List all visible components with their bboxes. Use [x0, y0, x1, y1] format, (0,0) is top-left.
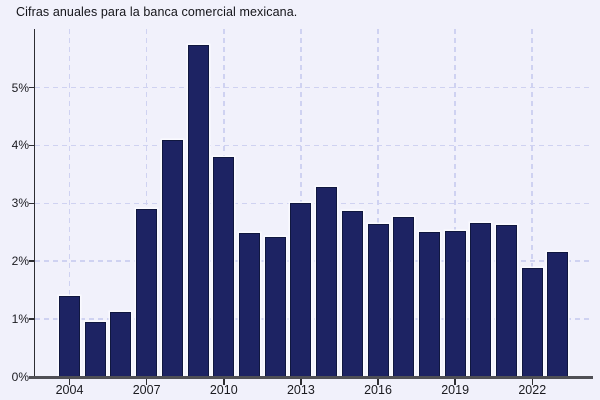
bar-2018: [418, 232, 440, 377]
x-axis-tick-2022: [531, 378, 534, 385]
y-axis-label-4pct: 4%: [11, 138, 29, 153]
bar-2007: [136, 209, 158, 377]
bar-2005: [84, 321, 106, 377]
bar-2021: [496, 225, 518, 377]
y-gridline-5pct: [34, 86, 593, 89]
y-axis-tick-5pct: [28, 86, 35, 89]
bar-2011: [238, 233, 260, 377]
y-axis-label-0pct: 0%: [11, 370, 29, 384]
bar-2008: [161, 139, 183, 377]
x-axis-label-2004: 2004: [55, 383, 84, 397]
x-axis-label-2022: 2022: [518, 383, 547, 397]
x-axis-tick-2016: [377, 378, 379, 385]
bar-2010: [213, 156, 235, 377]
y-gridline-2pct: [34, 260, 593, 262]
bar-2012: [264, 237, 286, 377]
bar-2017: [393, 217, 415, 377]
x-axis-label-2010: 2010: [209, 383, 238, 397]
x-axis-tick-2010: [223, 378, 225, 385]
bar-2009: [187, 45, 209, 377]
x-axis-label-2016: 2016: [364, 383, 392, 397]
y-axis-tick-1pct: [28, 318, 35, 320]
x-axis-tick-2019: [454, 378, 456, 385]
bar-2016: [367, 223, 389, 377]
bar-2004: [59, 295, 80, 377]
x-gridline-2019: [454, 29, 456, 377]
x-axis-tick-2007: [145, 378, 148, 385]
x-axis: [28, 376, 593, 379]
y-axis-label-3pct: 3%: [11, 196, 29, 211]
y-gridline-3pct: [34, 202, 593, 205]
x-gridline-2016: [377, 29, 379, 377]
y-axis-tick-4pct: [28, 144, 35, 147]
y-gridline-4pct: [34, 144, 593, 147]
x-axis-label-2007: 2007: [132, 383, 161, 397]
y-axis: [33, 29, 36, 377]
bar-2006: [110, 311, 132, 377]
y-axis-tick-2pct: [28, 260, 35, 262]
bar-2022: [521, 268, 543, 377]
x-gridline-2007: [145, 29, 148, 377]
y-axis-tick-3pct: [28, 202, 35, 205]
bar-2023: [547, 251, 569, 377]
bar-2015: [341, 211, 363, 377]
y-axis-label-1pct: 1%: [11, 312, 29, 327]
x-gridline-2004: [68, 29, 71, 377]
bar-2020: [470, 222, 492, 377]
bar-2019: [444, 230, 466, 377]
x-axis-label-2019: 2019: [441, 383, 470, 397]
x-axis-label-2013: 2013: [286, 383, 315, 397]
y-axis-label-2pct: 2%: [11, 254, 29, 269]
bar-2013: [290, 202, 312, 377]
x-gridline-2022: [531, 29, 534, 377]
bar-2014: [316, 187, 338, 377]
x-axis-tick-2004: [68, 378, 71, 385]
x-axis-tick-2013: [300, 378, 302, 385]
y-gridline-1pct: [34, 318, 593, 320]
y-axis-label-5pct: 5%: [11, 80, 29, 95]
chart-title: Cifras anuales para la banca comercial m…: [16, 5, 298, 19]
